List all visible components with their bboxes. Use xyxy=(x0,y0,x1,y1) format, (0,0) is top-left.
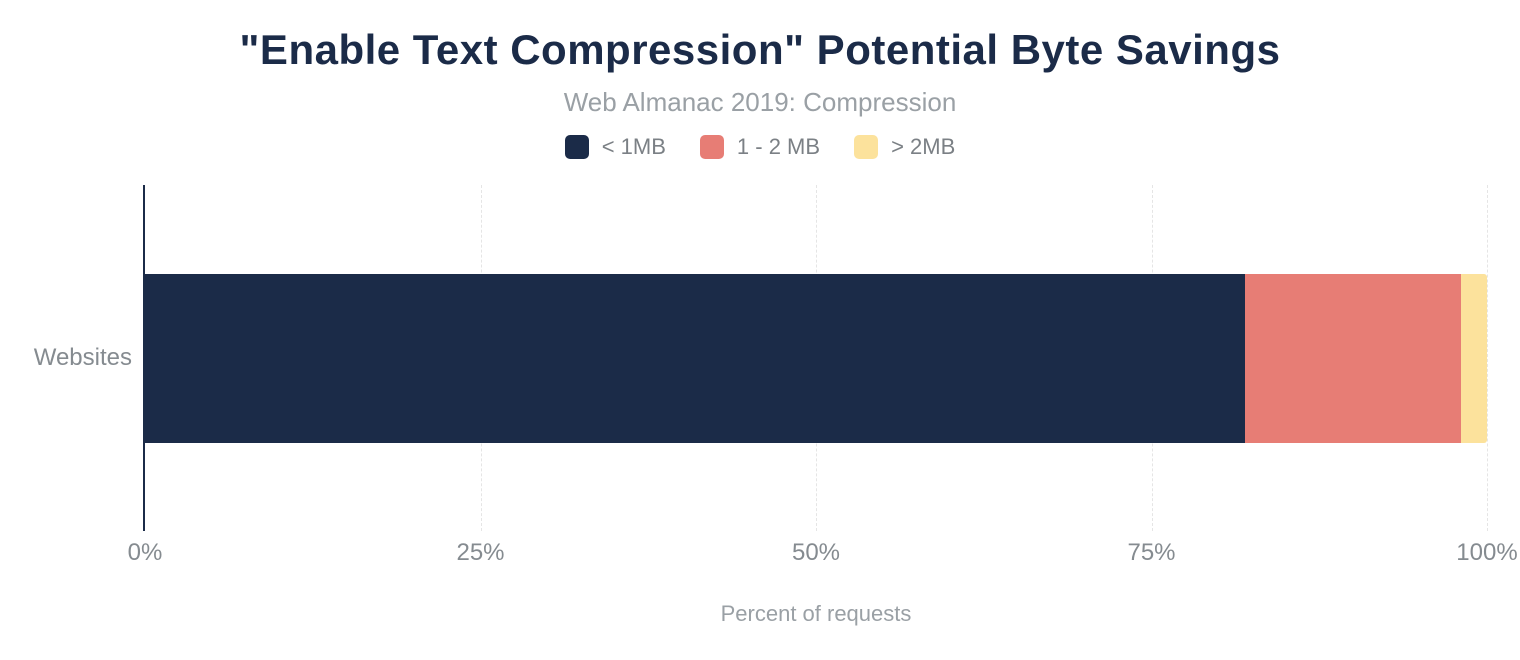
x-tick-label: 75% xyxy=(1127,539,1176,566)
legend-swatch xyxy=(854,135,879,159)
y-category-label: Websites xyxy=(33,344,132,371)
bar-websites xyxy=(145,274,1487,443)
chart-title: "Enable Text Compression" Potential Byte… xyxy=(239,26,1281,73)
y-axis-line xyxy=(143,185,145,531)
bar-segment-1[interactable] xyxy=(1245,274,1462,443)
x-axis-ticks: 0% 25% 50% 75% 100% xyxy=(128,539,1518,569)
chart-subtitle: Web Almanac 2019: Compression xyxy=(563,87,957,117)
legend: < 1MB 1 - 2 MB > 2MB xyxy=(0,134,1520,160)
plot-area xyxy=(143,185,1488,531)
legend-item[interactable]: < 1MB xyxy=(564,134,666,160)
gridline xyxy=(1487,185,1488,531)
x-tick-label: 100% xyxy=(1456,539,1518,566)
bar-segment-2[interactable] xyxy=(1461,274,1487,443)
legend-label: < 1MB xyxy=(601,134,666,159)
legend-swatch xyxy=(699,135,724,159)
legend-item[interactable]: > 2MB xyxy=(854,134,955,160)
x-tick-label: 50% xyxy=(791,539,841,566)
legend-item[interactable]: 1 - 2 MB xyxy=(699,134,821,160)
legend-swatch xyxy=(564,135,589,159)
legend-label: > 2MB xyxy=(891,134,956,159)
bar-segment-0[interactable] xyxy=(145,274,1246,443)
x-tick-label: 25% xyxy=(456,539,505,566)
legend-label: 1 - 2 MB xyxy=(736,134,821,159)
x-axis-title: Percent of requests xyxy=(720,601,912,626)
x-tick-label: 0% xyxy=(127,539,163,566)
